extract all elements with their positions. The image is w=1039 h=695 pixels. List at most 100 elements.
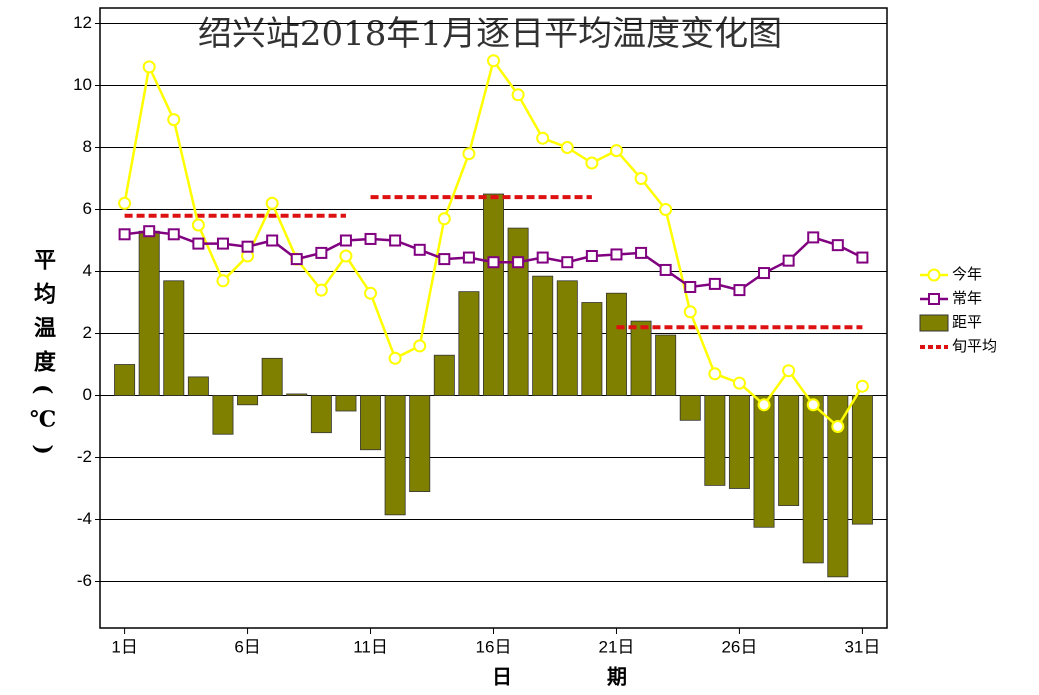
marker bbox=[364, 286, 378, 300]
marker bbox=[561, 256, 574, 269]
legend-label: 旬平均 bbox=[952, 338, 997, 355]
legend-marker bbox=[927, 268, 941, 282]
marker bbox=[364, 232, 377, 245]
marker bbox=[216, 237, 229, 250]
legend-label: 常年 bbox=[952, 290, 982, 307]
x-tick-label: 21日 bbox=[599, 637, 635, 656]
bar bbox=[384, 395, 406, 516]
marker bbox=[585, 250, 598, 262]
y-tick-label: 6 bbox=[83, 199, 92, 218]
marker bbox=[610, 248, 623, 261]
marker bbox=[389, 234, 402, 247]
marker bbox=[733, 284, 746, 297]
marker bbox=[585, 156, 599, 170]
bar bbox=[483, 193, 504, 396]
x-tick-label: 31日 bbox=[844, 637, 880, 656]
y-tick-label: 8 bbox=[83, 137, 92, 156]
marker bbox=[241, 240, 254, 253]
marker bbox=[413, 339, 427, 353]
marker bbox=[806, 398, 820, 412]
legend-marker bbox=[928, 293, 940, 305]
marker bbox=[684, 281, 697, 293]
bar bbox=[605, 292, 627, 396]
marker bbox=[118, 228, 131, 241]
bar bbox=[630, 320, 652, 396]
x-tick-label: 1日 bbox=[111, 637, 137, 656]
marker bbox=[536, 131, 550, 145]
bar bbox=[704, 395, 726, 486]
bar bbox=[187, 376, 209, 396]
plot-frame bbox=[99, 7, 888, 629]
bar bbox=[335, 395, 357, 412]
marker bbox=[290, 253, 303, 266]
legend-label: 今年 bbox=[952, 266, 982, 283]
bar bbox=[433, 354, 455, 396]
marker bbox=[487, 54, 500, 68]
marker bbox=[732, 376, 746, 390]
marker bbox=[339, 249, 353, 263]
x-tick-label: 6日 bbox=[234, 637, 260, 656]
legend-swatch bbox=[919, 314, 949, 332]
marker bbox=[635, 246, 648, 259]
bar bbox=[778, 395, 800, 506]
bar bbox=[237, 395, 259, 406]
marker bbox=[118, 196, 132, 210]
marker bbox=[512, 256, 525, 269]
bar bbox=[507, 227, 529, 396]
y-tick-label: -6 bbox=[77, 571, 92, 590]
marker bbox=[437, 212, 451, 226]
marker bbox=[659, 203, 673, 216]
marker bbox=[143, 225, 156, 238]
marker bbox=[782, 254, 795, 267]
x-tick-label: 26日 bbox=[721, 637, 757, 656]
marker bbox=[782, 364, 796, 378]
marker bbox=[511, 88, 525, 102]
marker bbox=[634, 172, 648, 185]
marker bbox=[708, 367, 722, 381]
y-tick-label: -4 bbox=[77, 509, 92, 528]
bar bbox=[556, 280, 578, 396]
marker bbox=[462, 251, 475, 264]
marker bbox=[167, 113, 181, 127]
bar bbox=[679, 395, 701, 421]
bar bbox=[286, 393, 308, 396]
y-tick-label: -2 bbox=[77, 447, 92, 466]
bar bbox=[581, 302, 603, 396]
bar bbox=[458, 291, 480, 396]
marker bbox=[388, 351, 402, 365]
marker bbox=[315, 246, 328, 259]
y-tick-label: 12 bbox=[73, 13, 92, 32]
marker bbox=[659, 263, 672, 276]
marker bbox=[191, 218, 205, 232]
marker bbox=[856, 251, 869, 264]
bar bbox=[728, 395, 750, 489]
y-axis-label: 平均温度(℃) bbox=[30, 248, 56, 467]
marker bbox=[413, 243, 426, 256]
bar bbox=[163, 280, 185, 396]
bar bbox=[138, 230, 160, 396]
bar bbox=[310, 395, 332, 434]
marker bbox=[167, 228, 180, 241]
marker bbox=[438, 253, 451, 266]
bar bbox=[753, 395, 775, 528]
x-axis-label: 日期 bbox=[492, 665, 722, 688]
marker bbox=[142, 60, 156, 74]
marker bbox=[462, 147, 476, 161]
bar bbox=[261, 357, 283, 396]
y-tick-label: 0 bbox=[83, 385, 92, 404]
bar bbox=[655, 334, 677, 396]
y-tick-label: 4 bbox=[83, 261, 92, 280]
marker bbox=[757, 398, 771, 412]
x-tick-label: 16日 bbox=[476, 637, 512, 656]
marker bbox=[708, 277, 721, 290]
bar bbox=[851, 395, 873, 525]
chart-title: 绍兴站2018年1月逐日平均温度变化图 bbox=[198, 14, 782, 54]
marker bbox=[609, 144, 623, 158]
bar bbox=[827, 395, 849, 578]
bar bbox=[114, 364, 136, 396]
x-tick-label: 11日 bbox=[353, 637, 388, 656]
marker bbox=[831, 239, 844, 252]
legend-label: 距平 bbox=[952, 314, 982, 331]
marker bbox=[314, 283, 328, 297]
